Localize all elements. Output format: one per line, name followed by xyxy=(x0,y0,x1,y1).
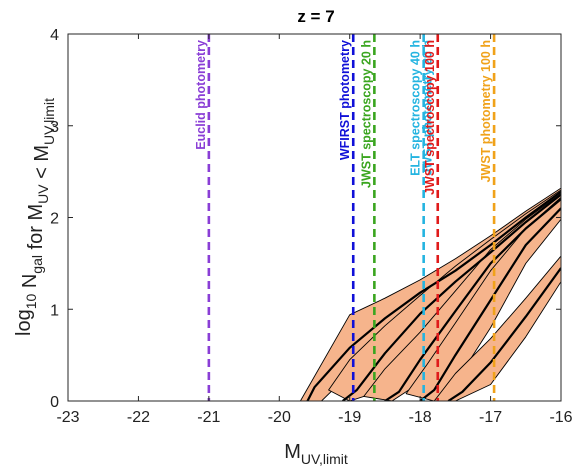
y-label-n-sub: gal xyxy=(29,255,45,274)
y-tick-label-1: 0 xyxy=(50,394,59,411)
x-tick-label-6: -18 xyxy=(409,409,432,426)
median-line-3 xyxy=(384,198,561,401)
x-tick-label-2: -22 xyxy=(127,409,150,426)
reference-labels: Euclid photometry WFIRST photometry JWST s… xyxy=(194,40,493,195)
median-line-1 xyxy=(306,190,561,401)
x-tick-label-3: -21 xyxy=(197,409,220,426)
reference-label-5: JWST photometry 20 h xyxy=(421,40,435,175)
reference-lines xyxy=(207,34,496,401)
x-tick-label-8: -16 xyxy=(549,409,572,426)
x-label-m: M xyxy=(284,441,301,463)
y-tick-label-2: 1 xyxy=(50,302,59,319)
y-label-mid-sub: UV xyxy=(35,184,51,204)
y-label-log-sub: 10 xyxy=(23,293,39,309)
x-label-m-sub: UV,limit xyxy=(301,451,348,467)
reference-label-1: Euclid photometry xyxy=(194,40,208,150)
x-axis-label: MUV,limit xyxy=(284,441,348,467)
y-label-mid: for M xyxy=(25,204,47,255)
reference-label-4: ELT spectroscopy 40 h xyxy=(409,40,423,176)
x-tick-label-4: -20 xyxy=(268,409,291,426)
median-line-4 xyxy=(419,207,561,401)
y-tick-label-3: 2 xyxy=(50,211,59,228)
y-axis-ticks: 0 1 2 3 4 xyxy=(50,27,561,411)
band-5 xyxy=(433,255,561,401)
median-line-5 xyxy=(447,267,561,401)
y-axis-label: log10 Ngal for MUV < MUV,limit xyxy=(13,98,57,336)
reference-label-6: JWST spectroscopy 100 h xyxy=(423,40,437,195)
reference-label-2: WFIRST photometry xyxy=(338,40,352,160)
y-label-n: N xyxy=(19,274,41,294)
reference-label-3: JWST spectroscopy 20 h xyxy=(359,40,373,188)
x-tick-label-1: -23 xyxy=(56,409,79,426)
chart-title: z = 7 xyxy=(297,7,334,26)
reference-label-7: JWST photometry 100 h xyxy=(479,40,493,182)
median-curves xyxy=(306,190,561,401)
y-tick-label-5: 4 xyxy=(50,27,59,44)
x-tick-label-5: -19 xyxy=(338,409,361,426)
x-tick-label-7: -17 xyxy=(479,409,502,426)
y-label-tail: < M xyxy=(31,145,53,184)
y-tick-label-4: 3 xyxy=(50,119,59,136)
y-label-tail-sub: UV,limit xyxy=(41,98,57,145)
y-label-log: log xyxy=(13,309,35,336)
x-axis-ticks: -23 -22 -21 -20 -19 -18 -17 -16 xyxy=(56,34,573,426)
